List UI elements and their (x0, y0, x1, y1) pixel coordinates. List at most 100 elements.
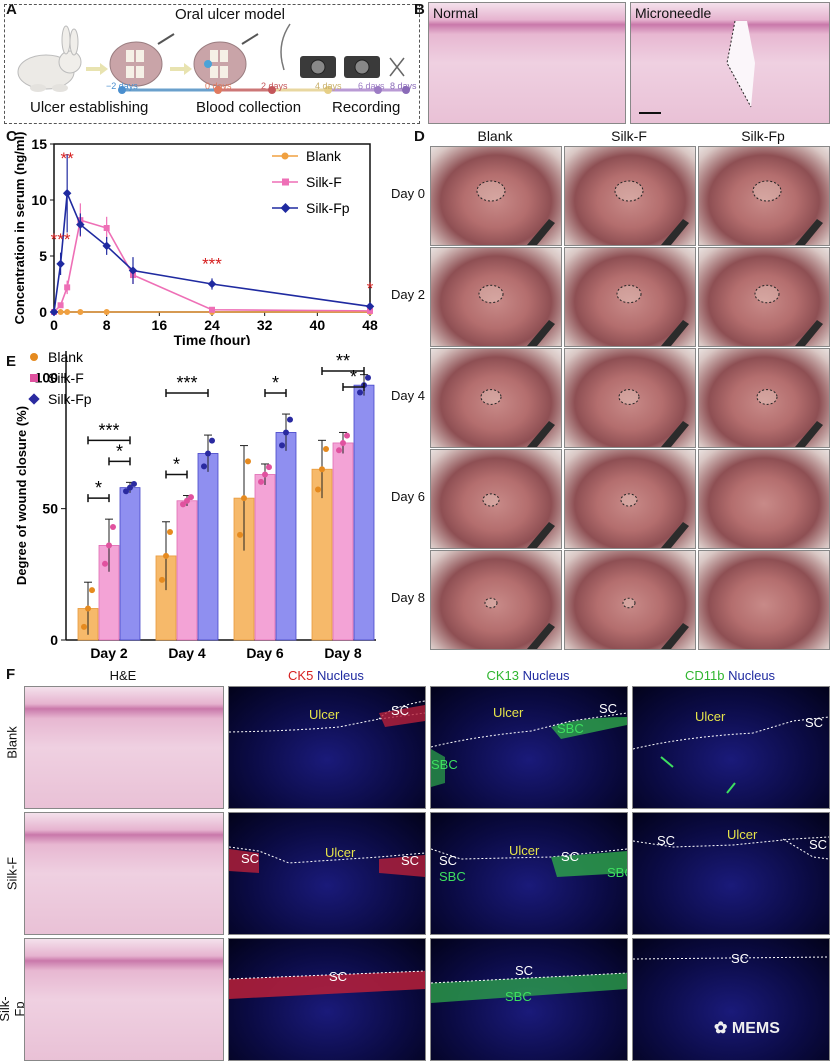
x-tick-label: 8 (103, 317, 111, 333)
timeline-day: 8 days (390, 81, 417, 91)
panel-c-label: C (6, 128, 17, 145)
replicate-point (102, 560, 108, 567)
legend-label: Silk-F (306, 174, 342, 190)
y-tick-label: 50 (42, 501, 58, 517)
ck13-image-silkfp: SC SBC (430, 938, 628, 1061)
timeline-day: 4 days (315, 81, 342, 91)
data-point (209, 306, 215, 313)
replicate-point (344, 432, 350, 439)
timeline-day: 0 days (205, 81, 232, 91)
replicate-point (123, 488, 129, 495)
replicate-point (188, 494, 194, 501)
histology-normal: Normal (428, 2, 626, 124)
significance-mark: * (173, 454, 180, 474)
data-point (62, 189, 72, 198)
replicate-point (159, 576, 165, 583)
image-label: Normal (433, 5, 479, 21)
significance-mark: ** (336, 351, 350, 371)
panel-b-label: B (414, 1, 425, 18)
image-label: Microneedle (635, 5, 712, 21)
significance-mark: ** (61, 149, 75, 168)
oral-ulcer-photo (430, 449, 562, 549)
replicate-point (201, 463, 207, 470)
column-title: Silk-Fp (741, 128, 785, 144)
legend-marker (28, 393, 40, 405)
replicate-point (127, 484, 133, 491)
replicate-point (131, 480, 137, 487)
serum-concentration-chart: 0 5 10 15 0 8 16 24 32 40 48 Time (hour) Concentrati… (12, 132, 378, 345)
oral-ulcer-photo (698, 550, 830, 650)
panel-d-label: D (414, 128, 425, 145)
significance-mark: *** (202, 254, 222, 273)
replicate-point (209, 437, 215, 444)
data-point (367, 307, 373, 314)
row-label: Silk-Fp (0, 996, 27, 1022)
column-title: H&E (109, 668, 137, 683)
replicate-point (258, 478, 264, 485)
row-label: Blank (4, 726, 20, 759)
row-label: Day 6 (391, 489, 425, 504)
x-tick-label: 32 (257, 317, 273, 333)
data-point (207, 279, 217, 289)
he-image-silkfp (24, 938, 224, 1061)
data-point (64, 309, 71, 315)
rabbit-icon (17, 25, 82, 92)
marker-label: CD11b (684, 668, 725, 683)
ck13-image-silkf: SC Ulcer SC SBC SBC (430, 812, 628, 935)
significance-mark: *** (176, 373, 197, 393)
marker-label: CK13 (486, 668, 519, 683)
x-tick-label: 48 (362, 317, 378, 333)
scissors-icon (389, 57, 405, 77)
row-label: Day 2 (391, 287, 425, 302)
replicate-point (319, 466, 325, 473)
significance-mark: * (350, 367, 357, 387)
column-title: Silk-F (611, 128, 647, 144)
replicate-point (315, 486, 321, 493)
nucleus-label: Nucleus (522, 668, 570, 683)
legend-marker (280, 203, 291, 213)
replicate-point (163, 552, 169, 559)
column-title-cd11b: CD11b Nucleus (632, 668, 828, 683)
bar-silk-f (176, 500, 198, 641)
replicate-point (167, 529, 173, 536)
legend-label: Silk-Fp (48, 391, 92, 407)
replicate-point (241, 495, 247, 502)
y-tick-label: 0 (50, 632, 58, 648)
stage-label: Ulcer establishing (30, 99, 149, 116)
chat-icon: ✿ (714, 1020, 728, 1037)
replicate-point (110, 524, 116, 531)
panel-e-label: E (6, 353, 17, 370)
column-title-ck13: CK13 Nucleus (430, 668, 626, 683)
syringe-icon (280, 23, 291, 71)
data-point (64, 284, 71, 291)
significance-mark: * (95, 478, 102, 498)
oral-ulcer-photo (430, 146, 562, 246)
column-title-ck5: CK5 Nucleus (228, 668, 424, 683)
nucleus-label: Nucleus (728, 668, 776, 683)
replicate-point (237, 531, 243, 538)
series-line-silk-fp (53, 192, 371, 313)
row-label: Silk-F (4, 856, 20, 891)
replicate-point (336, 447, 342, 454)
ck5-image-blank: Ulcer SC (228, 686, 426, 809)
bar-silk-fp (119, 487, 141, 641)
oral-ulcer-photo (698, 449, 830, 549)
x-tick-label: 24 (204, 317, 220, 333)
oral-ulcer-photo (430, 247, 562, 347)
column-title: Blank (477, 128, 513, 144)
watermark: ✿ MEMS (714, 1020, 780, 1037)
panel-f-label: F (6, 666, 16, 683)
oral-ulcer-photo (430, 348, 562, 448)
ck5-image-silkfp: SC (228, 938, 426, 1061)
ck5-image-silkf: SC Ulcer SC (228, 812, 426, 935)
bar-silk-fp (275, 432, 297, 641)
camera-icon (300, 56, 336, 78)
row-label: Day 0 (391, 186, 425, 201)
replicate-point (205, 450, 211, 457)
bar-silk-fp (353, 384, 375, 641)
x-tick-label: Day 8 (324, 645, 362, 661)
legend-label: Blank (306, 148, 342, 164)
x-tick-label: Day 2 (90, 645, 128, 661)
row-label: Day 8 (391, 590, 425, 605)
legend-marker (282, 178, 289, 186)
